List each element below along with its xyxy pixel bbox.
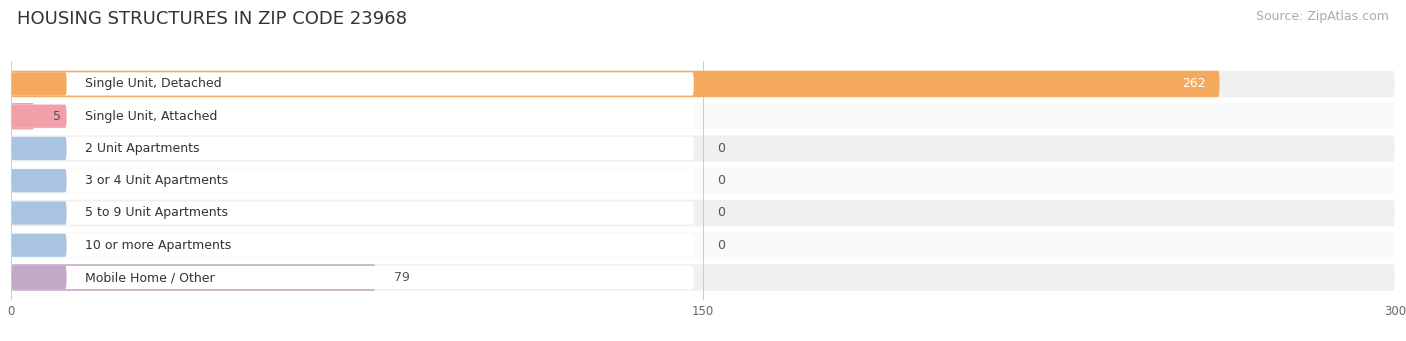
- Text: Single Unit, Detached: Single Unit, Detached: [84, 77, 222, 90]
- FancyBboxPatch shape: [11, 266, 693, 289]
- FancyBboxPatch shape: [11, 234, 66, 257]
- FancyBboxPatch shape: [11, 72, 693, 95]
- FancyBboxPatch shape: [11, 264, 375, 291]
- FancyBboxPatch shape: [11, 201, 66, 225]
- Text: 0: 0: [717, 174, 725, 187]
- FancyBboxPatch shape: [11, 71, 1395, 97]
- Text: HOUSING STRUCTURES IN ZIP CODE 23968: HOUSING STRUCTURES IN ZIP CODE 23968: [17, 10, 406, 28]
- FancyBboxPatch shape: [11, 266, 66, 289]
- FancyBboxPatch shape: [11, 72, 66, 95]
- Text: Mobile Home / Other: Mobile Home / Other: [84, 271, 215, 284]
- Text: Source: ZipAtlas.com: Source: ZipAtlas.com: [1256, 10, 1389, 23]
- Text: 79: 79: [394, 271, 411, 284]
- Text: 0: 0: [717, 207, 725, 220]
- FancyBboxPatch shape: [11, 264, 1395, 291]
- Text: 2 Unit Apartments: 2 Unit Apartments: [84, 142, 200, 155]
- FancyBboxPatch shape: [11, 232, 1395, 258]
- FancyBboxPatch shape: [11, 234, 693, 257]
- FancyBboxPatch shape: [11, 71, 1219, 97]
- Text: 3 or 4 Unit Apartments: 3 or 4 Unit Apartments: [84, 174, 228, 187]
- Text: 0: 0: [717, 142, 725, 155]
- FancyBboxPatch shape: [11, 200, 1395, 226]
- FancyBboxPatch shape: [11, 167, 1395, 194]
- Text: 0: 0: [717, 239, 725, 252]
- Text: 262: 262: [1182, 77, 1206, 90]
- FancyBboxPatch shape: [11, 169, 693, 192]
- Text: Single Unit, Attached: Single Unit, Attached: [84, 110, 218, 123]
- Text: 5 to 9 Unit Apartments: 5 to 9 Unit Apartments: [84, 207, 228, 220]
- FancyBboxPatch shape: [11, 137, 66, 160]
- FancyBboxPatch shape: [11, 137, 693, 160]
- Text: 10 or more Apartments: 10 or more Apartments: [84, 239, 231, 252]
- FancyBboxPatch shape: [11, 103, 1395, 130]
- FancyBboxPatch shape: [11, 201, 693, 225]
- FancyBboxPatch shape: [11, 103, 34, 130]
- Text: 5: 5: [53, 110, 60, 123]
- FancyBboxPatch shape: [11, 105, 66, 128]
- FancyBboxPatch shape: [11, 105, 693, 128]
- FancyBboxPatch shape: [11, 135, 1395, 162]
- FancyBboxPatch shape: [11, 169, 66, 192]
